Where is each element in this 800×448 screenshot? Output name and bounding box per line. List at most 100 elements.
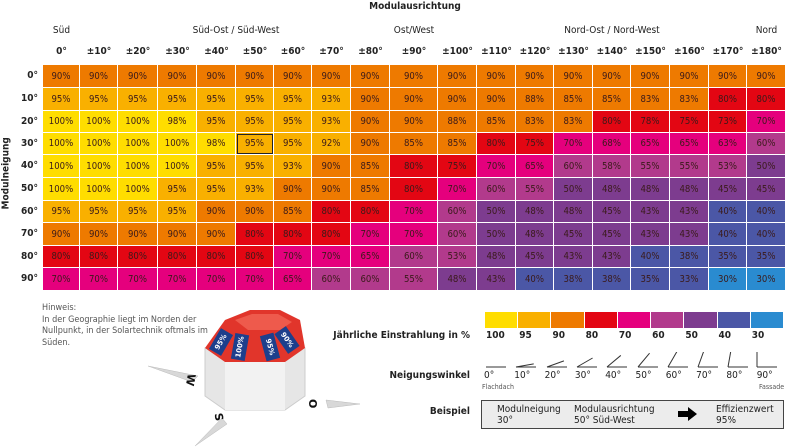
heatmap-cell: 70%: [158, 268, 197, 291]
tilt-angle-icon: [486, 366, 506, 368]
heatmap-cell: 95%: [274, 133, 312, 155]
heatmap-cell: 50%: [477, 223, 516, 246]
heatmap-cell: 55%: [390, 268, 438, 291]
tilt-angle-label: 40°: [605, 370, 622, 381]
example-orientation-value: 50° Süd-West: [574, 415, 635, 426]
heatmap-cell: 90%: [236, 201, 274, 223]
heatmap-cell: 50%: [477, 201, 516, 223]
column-header: ±30°: [165, 46, 190, 57]
heatmap-cell: 43%: [477, 268, 516, 291]
tilt-angle-label: 70°: [696, 370, 713, 381]
column-header: ±110°: [481, 46, 512, 57]
heatmap-cell: 90%: [477, 88, 516, 111]
column-header: ±80°: [358, 46, 383, 57]
heatmap-cell: 60%: [554, 155, 593, 178]
heatmap-cell: 100%: [80, 178, 118, 201]
heatmap-cell: 95%: [197, 88, 236, 111]
tilt-angle-label: 10°: [514, 370, 531, 381]
heatmap-cell: 80%: [312, 201, 351, 223]
example-orientation-title: Modulausrichtung: [574, 404, 655, 415]
heatmap-cell: 90%: [438, 65, 477, 88]
tilt-angle-icon: [606, 355, 628, 368]
east-label: O: [306, 399, 319, 408]
heatmap-cell: 80%: [236, 223, 274, 246]
legend-swatch: [717, 312, 750, 328]
heatmap-cell: 90%: [709, 65, 747, 88]
heatmap-cell: 90%: [477, 65, 516, 88]
heatmap-cell: 83%: [670, 88, 709, 111]
heatmap-cell: 45%: [554, 223, 593, 246]
heatmap-cell: 40%: [709, 223, 747, 246]
heatmap-cell: 95%: [236, 155, 274, 178]
heatmap-cell: 48%: [631, 178, 670, 201]
heatmap-cell: 98%: [197, 133, 236, 155]
legend-swatch: [485, 312, 518, 328]
heatmap-cell: 70%: [274, 246, 312, 268]
heatmap-cell: 90%: [390, 65, 438, 88]
heatmap-cell: 90%: [516, 65, 554, 88]
heatmap-cell: 58%: [593, 155, 631, 178]
column-header: ±170°: [712, 46, 744, 57]
heatmap-cell: 43%: [631, 223, 670, 246]
heatmap-cell: 90%: [312, 155, 351, 178]
south-needle-icon: [194, 417, 228, 447]
heatmap-cell: 100%: [118, 178, 158, 201]
column-header: ±130°: [558, 46, 589, 57]
heatmap-cell: 83%: [631, 88, 670, 111]
heatmap-cell: 85%: [477, 111, 516, 133]
heatmap-cell: 90%: [197, 65, 236, 88]
column-group-label: Süd-Ost / Süd-West: [192, 25, 280, 36]
heatmap-cell: 53%: [709, 155, 747, 178]
heatmap-cell: 83%: [554, 111, 593, 133]
heatmap-cell: 90%: [312, 65, 351, 88]
heatmap-cell: 65%: [351, 246, 390, 268]
heatmap-cell: 75%: [438, 155, 477, 178]
flat-roof-label: Flachdach: [482, 383, 514, 391]
heatmap-cell: 45%: [593, 223, 631, 246]
chart-title: Modulausrichtung: [369, 1, 461, 12]
heatmap-cell: 85%: [554, 88, 593, 111]
heatmap-cell: 60%: [312, 268, 351, 291]
heatmap-cell: 38%: [554, 268, 593, 291]
heatmap-cell: 100%: [43, 178, 80, 201]
heatmap-cell: 70%: [554, 133, 593, 155]
heatmap-cell: 95%: [274, 111, 312, 133]
heatmap-cell: 95%: [158, 201, 197, 223]
west-label: W: [183, 373, 198, 387]
heatmap-cell: 80%: [197, 246, 236, 268]
legend-label: 30: [751, 330, 765, 341]
heatmap-cell: 33%: [670, 268, 709, 291]
heatmap-cell: 63%: [709, 133, 747, 155]
tilt-angle-icon: [667, 352, 688, 368]
heatmap-cell: 90%: [43, 223, 80, 246]
row-header: 20°: [20, 116, 38, 127]
heatmap-cell: 38%: [670, 246, 709, 268]
column-header: ±50°: [242, 46, 268, 57]
column-header: ±150°: [635, 46, 666, 57]
heatmap-cell: 90%: [158, 223, 197, 246]
column-group-label: Ost/West: [393, 25, 435, 36]
hint-title: Hinweis:: [42, 303, 77, 313]
arrow-right-icon: [678, 407, 697, 421]
row-header: 50°: [20, 183, 38, 194]
heatmap-cell: 98%: [158, 111, 197, 133]
heatmap-cell: 100%: [43, 133, 80, 155]
tilt-angle-icon: [697, 352, 719, 368]
legend-label: 50: [685, 330, 698, 341]
heatmap-cell: 53%: [438, 246, 477, 268]
column-header: ±60°: [280, 46, 306, 57]
tilt-angle-label: 30°: [574, 370, 591, 381]
heatmap-cell: 65%: [631, 133, 670, 155]
heatmap-cell: 95%: [43, 88, 80, 111]
heatmap-cell: 80%: [43, 246, 80, 268]
heatmap-cell: 90%: [670, 65, 709, 88]
column-group-label: Nord: [755, 25, 778, 36]
heatmap-cell: 40%: [709, 201, 747, 223]
heatmap-cell: 45%: [593, 201, 631, 223]
heatmap-cell: 30%: [747, 268, 786, 291]
heatmap-cell: 48%: [516, 223, 554, 246]
tilt-angle-icon: [576, 357, 597, 368]
facade-label: Fassade: [759, 383, 785, 391]
heatmap-cell: 40%: [516, 268, 554, 291]
column-header: ±100°: [442, 46, 473, 57]
